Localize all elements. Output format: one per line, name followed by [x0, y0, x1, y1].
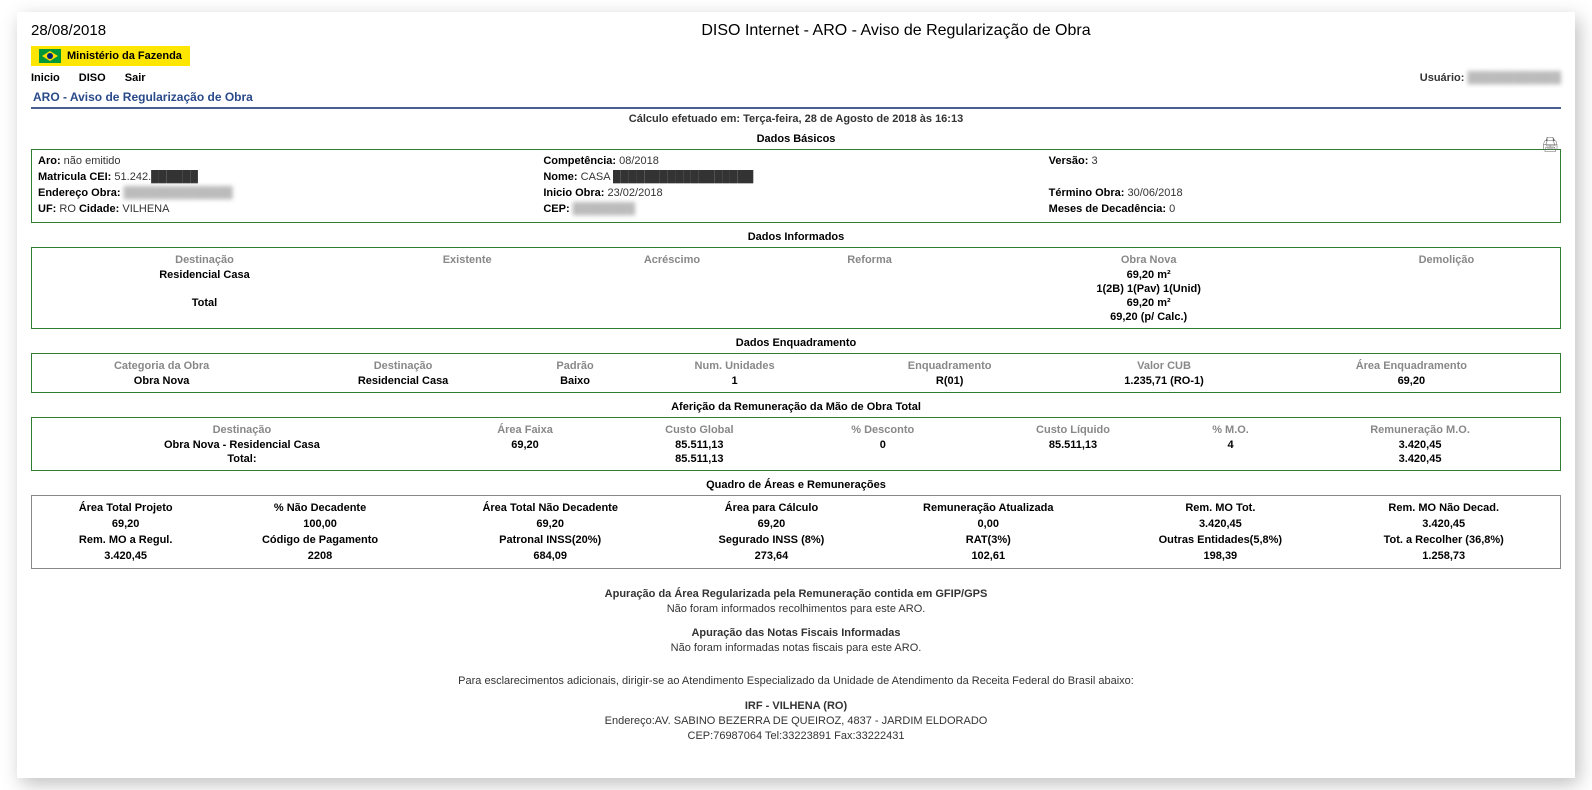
basicos-right: Versão: 3 Término Obra: 30/06/2018 Meses…	[1049, 154, 1554, 218]
footer: Apuração da Área Regularizada pela Remun…	[31, 587, 1561, 744]
section-title-enquadramento: Dados Enquadramento	[31, 337, 1561, 349]
sub-title: ARO - Aviso de Regularização de Obra	[33, 90, 1561, 104]
menu-diso[interactable]: DISO	[79, 72, 106, 84]
gfip-title: Apuração da Área Regularizada pela Remun…	[31, 587, 1561, 602]
table-enquadramento: Categoria da Obra Destinação Padrão Num.…	[38, 358, 1554, 388]
box-dados-informados: Destinação Existente Acréscimo Reforma O…	[31, 247, 1561, 329]
box-afericao: Destinação Área Faixa Custo Global % Des…	[31, 417, 1561, 471]
table-quadro: Área Total Projeto % Não Decadente Área …	[38, 500, 1554, 564]
page-title: DISO Internet - ARO - Aviso de Regulariz…	[231, 22, 1561, 40]
section-title-informados: Dados Informados	[31, 231, 1561, 243]
menu-sair[interactable]: Sair	[125, 72, 146, 84]
nf-title: Apuração das Notas Fiscais Informadas	[31, 626, 1561, 641]
user-value: ████████████	[1467, 72, 1561, 84]
box-enquadramento: Categoria da Obra Destinação Padrão Num.…	[31, 353, 1561, 393]
document-page: 28/08/2018 DISO Internet - ARO - Aviso d…	[17, 12, 1575, 778]
menu-inicio[interactable]: Inicio	[31, 72, 60, 84]
irf-name: IRF - VILHENA (RO)	[31, 699, 1561, 714]
table-afericao: Destinação Área Faixa Custo Global % Des…	[38, 422, 1554, 466]
box-dados-basicos: Aro: não emitido Matricula CEI: 51.242.█…	[31, 149, 1561, 223]
gfip-text: Não foram informados recolhimentos para …	[667, 603, 926, 615]
brazil-flag-icon	[39, 49, 61, 63]
basicos-left: Aro: não emitido Matricula CEI: 51.242.█…	[38, 154, 543, 218]
section-title-quadro: Quadro de Áreas e Remunerações	[31, 479, 1561, 491]
section-title-afericao: Aferição da Remuneração da Mão de Obra T…	[31, 401, 1561, 413]
ministry-text: Ministério da Fazenda	[67, 50, 182, 62]
top-row: 28/08/2018 DISO Internet - ARO - Aviso d…	[31, 22, 1561, 40]
irf-cep: CEP:76987064 Tel:33223891 Fax:33222431	[688, 730, 905, 742]
user-row: Usuário: ████████████	[31, 72, 1561, 84]
nf-text: Não foram informadas notas fiscais para …	[671, 642, 922, 654]
ministry-badge: Ministério da Fazenda	[31, 46, 190, 66]
title-divider	[31, 107, 1561, 109]
irf-endereco: Endereço:AV. SABINO BEZERRA DE QUEIROZ, …	[605, 715, 988, 727]
calc-timestamp: Cálculo efetuado em: Terça-feira, 28 de …	[31, 113, 1561, 125]
table-informados: Destinação Existente Acréscimo Reforma O…	[38, 252, 1554, 324]
print-icon[interactable]: 🖨	[1541, 136, 1559, 153]
section-title-basicos: Dados Básicos	[31, 133, 1561, 145]
esclarecimentos: Para esclarecimentos adicionais, dirigir…	[458, 675, 1134, 687]
print-date: 28/08/2018	[31, 22, 231, 39]
basicos-mid: Competência: 08/2018 Nome: CASA ████████…	[543, 154, 1048, 218]
user-label: Usuário:	[1420, 72, 1465, 84]
box-quadro: Área Total Projeto % Não Decadente Área …	[31, 495, 1561, 569]
